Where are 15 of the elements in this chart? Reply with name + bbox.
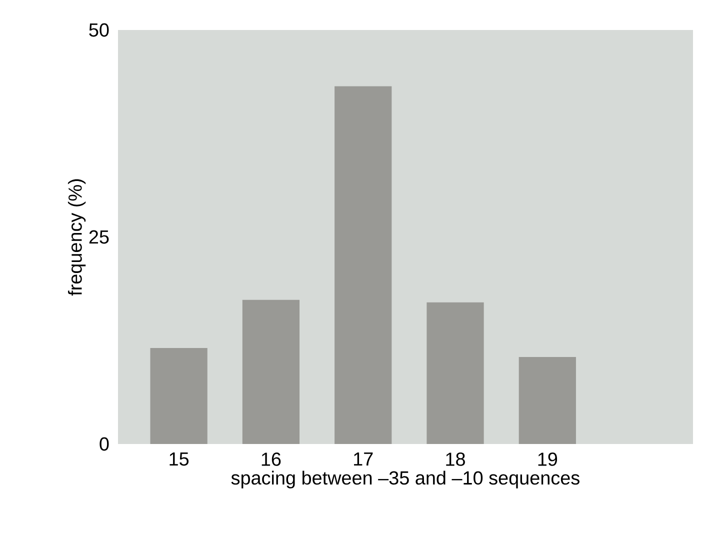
bar <box>518 357 576 444</box>
x-tick-label: 16 <box>262 452 281 466</box>
x-tick-label: 18 <box>446 452 465 466</box>
y-axis-title: frequency (%) <box>68 179 86 296</box>
y-tick-label: 50 <box>89 23 109 37</box>
x-tick-label: 19 <box>538 452 558 466</box>
x-axis-title: spacing between –35 and –10 sequences <box>231 470 580 488</box>
y-tick-label: 25 <box>89 230 109 244</box>
bar <box>150 348 208 444</box>
x-tick-label: 15 <box>170 452 189 466</box>
x-tick-label: 17 <box>354 452 373 466</box>
bar <box>242 300 300 444</box>
bar <box>426 302 484 444</box>
bar <box>334 86 392 444</box>
y-tick-label: 0 <box>100 437 109 451</box>
